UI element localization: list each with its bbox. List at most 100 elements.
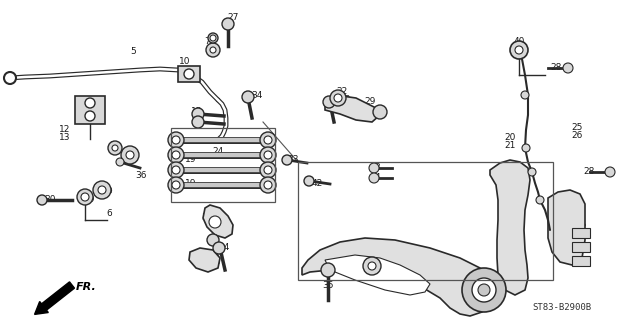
Bar	[75, 96, 105, 124]
Circle shape	[260, 177, 276, 193]
Circle shape	[563, 63, 573, 73]
Polygon shape	[325, 255, 430, 295]
Circle shape	[108, 141, 122, 155]
Text: 20: 20	[505, 133, 516, 142]
Bar	[572, 256, 590, 266]
Text: 2: 2	[580, 223, 586, 233]
Circle shape	[210, 47, 216, 53]
Text: 17: 17	[191, 116, 203, 124]
Text: 16: 16	[573, 242, 585, 251]
Text: 39: 39	[83, 196, 95, 204]
Text: 15: 15	[191, 108, 203, 116]
Circle shape	[184, 69, 194, 79]
Polygon shape	[548, 190, 585, 265]
Text: 31: 31	[573, 234, 585, 243]
Polygon shape	[490, 160, 530, 295]
Circle shape	[522, 144, 530, 152]
Circle shape	[85, 98, 95, 108]
Circle shape	[172, 151, 180, 159]
Bar	[178, 66, 200, 82]
Circle shape	[210, 35, 216, 41]
Text: 28: 28	[550, 63, 562, 73]
FancyArrow shape	[34, 282, 75, 315]
Text: ST83-B2900B: ST83-B2900B	[532, 303, 591, 312]
Text: 33: 33	[287, 156, 299, 164]
Text: 4: 4	[374, 172, 380, 181]
Circle shape	[168, 162, 184, 178]
Circle shape	[116, 158, 124, 166]
Text: FR.: FR.	[76, 282, 97, 292]
Circle shape	[369, 163, 379, 173]
Text: 27: 27	[227, 13, 239, 22]
Circle shape	[207, 234, 219, 246]
Circle shape	[521, 91, 529, 99]
Circle shape	[472, 278, 496, 302]
Circle shape	[172, 181, 180, 189]
Polygon shape	[325, 96, 380, 122]
Circle shape	[209, 216, 221, 228]
Circle shape	[304, 176, 314, 186]
Bar	[171, 128, 275, 202]
Circle shape	[37, 195, 47, 205]
Bar	[572, 228, 590, 238]
Circle shape	[213, 242, 225, 254]
Text: 34: 34	[252, 92, 262, 100]
Text: 29: 29	[364, 98, 376, 107]
Circle shape	[172, 136, 180, 144]
Polygon shape	[189, 248, 220, 272]
Text: 28: 28	[583, 167, 595, 177]
Circle shape	[321, 263, 335, 277]
Circle shape	[168, 132, 184, 148]
Text: 40: 40	[513, 37, 525, 46]
Bar	[298, 162, 553, 280]
Polygon shape	[302, 238, 492, 316]
Circle shape	[368, 262, 376, 270]
Text: 18: 18	[573, 250, 585, 259]
Text: 12: 12	[59, 125, 71, 134]
Circle shape	[282, 155, 292, 165]
Circle shape	[98, 186, 106, 194]
Circle shape	[126, 151, 134, 159]
Text: 37: 37	[201, 213, 213, 222]
Circle shape	[363, 257, 381, 275]
Circle shape	[81, 193, 89, 201]
Text: 3: 3	[374, 164, 380, 172]
Polygon shape	[203, 205, 233, 238]
Circle shape	[264, 136, 272, 144]
Circle shape	[536, 196, 544, 204]
Text: 32: 32	[219, 228, 231, 237]
Circle shape	[222, 18, 234, 30]
Text: 13: 13	[59, 133, 71, 142]
Circle shape	[369, 173, 379, 183]
Circle shape	[85, 111, 95, 121]
Circle shape	[208, 33, 218, 43]
Circle shape	[264, 166, 272, 174]
Circle shape	[264, 151, 272, 159]
Circle shape	[605, 167, 615, 177]
Circle shape	[93, 181, 111, 199]
Circle shape	[260, 162, 276, 178]
Text: 6: 6	[106, 209, 112, 218]
Text: 11: 11	[122, 154, 134, 163]
Text: 25: 25	[571, 124, 583, 132]
Text: 38: 38	[368, 266, 380, 275]
Circle shape	[373, 105, 387, 119]
Text: 19: 19	[185, 156, 197, 164]
Circle shape	[206, 43, 220, 57]
Text: 30: 30	[44, 195, 56, 204]
Text: 24: 24	[212, 147, 224, 156]
Circle shape	[242, 91, 254, 103]
Text: 23: 23	[340, 95, 351, 105]
Circle shape	[168, 147, 184, 163]
Circle shape	[192, 108, 204, 120]
Text: 21: 21	[505, 141, 516, 150]
Circle shape	[334, 94, 342, 102]
Circle shape	[478, 284, 490, 296]
Circle shape	[528, 168, 536, 176]
Text: 41: 41	[82, 106, 93, 115]
Text: 22: 22	[336, 87, 348, 97]
Circle shape	[510, 41, 528, 59]
Circle shape	[112, 145, 118, 151]
Text: 10: 10	[179, 58, 190, 67]
Text: 36: 36	[135, 171, 147, 180]
